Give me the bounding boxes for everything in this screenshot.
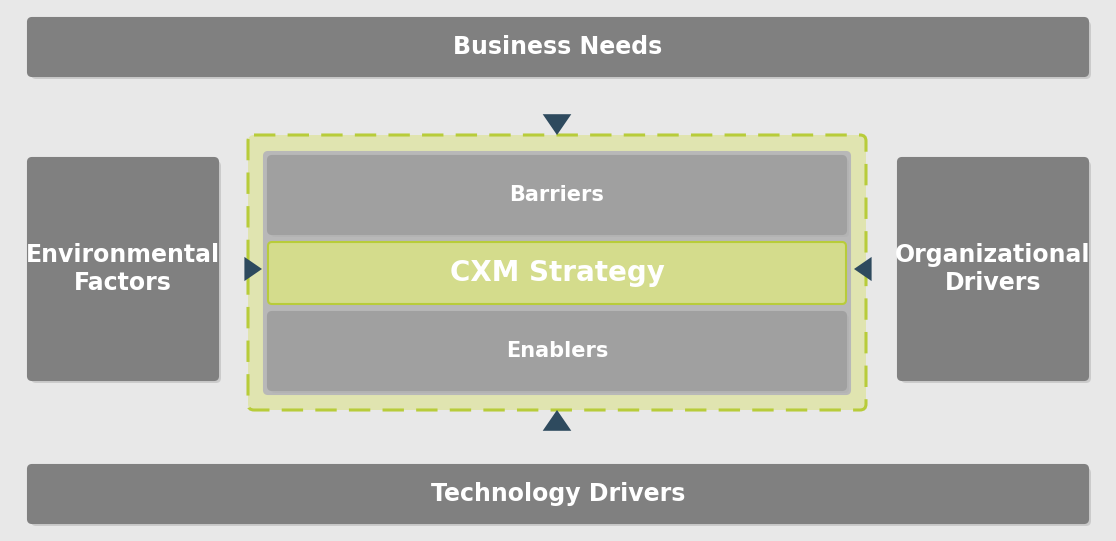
Text: Technology Drivers: Technology Drivers — [431, 482, 685, 506]
Text: Enablers: Enablers — [506, 341, 608, 361]
FancyBboxPatch shape — [268, 242, 846, 304]
Text: Barriers: Barriers — [510, 185, 605, 205]
Text: CXM Strategy: CXM Strategy — [450, 259, 664, 287]
Text: Environmental
Factors: Environmental Factors — [26, 243, 220, 295]
Text: Organizational
Drivers: Organizational Drivers — [895, 243, 1090, 295]
FancyBboxPatch shape — [28, 18, 1088, 76]
FancyBboxPatch shape — [901, 161, 1091, 383]
FancyBboxPatch shape — [264, 152, 850, 394]
FancyBboxPatch shape — [268, 312, 846, 390]
Text: Business Needs: Business Needs — [453, 35, 663, 59]
FancyBboxPatch shape — [31, 161, 221, 383]
FancyBboxPatch shape — [898, 158, 1088, 380]
Polygon shape — [854, 257, 872, 281]
FancyBboxPatch shape — [31, 468, 1091, 526]
FancyBboxPatch shape — [248, 135, 866, 410]
FancyBboxPatch shape — [28, 158, 218, 380]
FancyBboxPatch shape — [28, 465, 1088, 523]
FancyBboxPatch shape — [271, 315, 849, 393]
FancyBboxPatch shape — [271, 159, 849, 237]
Polygon shape — [542, 410, 571, 431]
FancyBboxPatch shape — [31, 21, 1091, 79]
FancyBboxPatch shape — [268, 156, 846, 234]
Polygon shape — [244, 257, 262, 281]
Polygon shape — [542, 114, 571, 135]
